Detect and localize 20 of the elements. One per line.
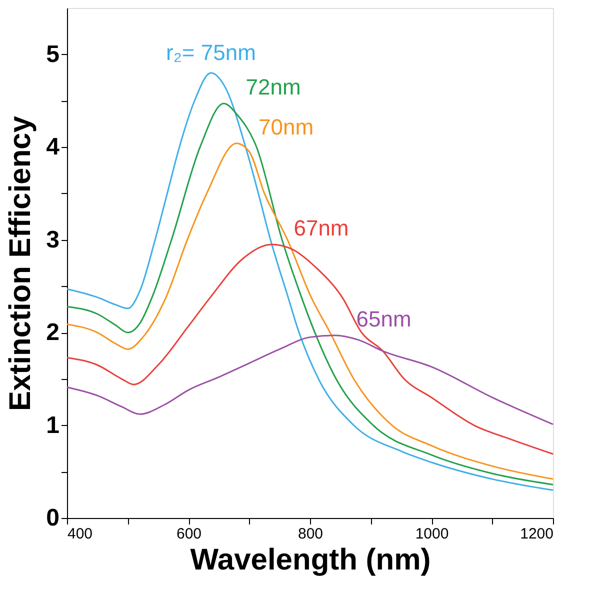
- x-tick-label: 1200: [520, 526, 554, 542]
- y-tick-label: 4: [46, 134, 60, 161]
- x-axis-title: Wavelength (nm): [190, 544, 431, 576]
- x-tick-label: 600: [176, 526, 202, 542]
- x-tick-label: 800: [298, 526, 324, 542]
- series-label: 72nm: [246, 74, 301, 100]
- y-tick-label: 3: [46, 226, 60, 254]
- y-tick-label: 0: [46, 504, 60, 532]
- line-series: [66, 334, 554, 426]
- y-tick-label: 2: [46, 319, 60, 346]
- series-label: r₂= 75nm: [166, 40, 256, 65]
- y-tick-label: 1: [46, 412, 60, 439]
- y-axis-title: Extinction Efficiency: [4, 116, 38, 412]
- series-label: 65nm: [356, 306, 412, 332]
- y-tick-label: 5: [46, 40, 60, 68]
- line-series: [66, 244, 554, 455]
- x-tick-label: 400: [68, 526, 93, 542]
- series-label: 70nm: [258, 114, 314, 140]
- series-label: 67nm: [294, 215, 349, 240]
- x-tick-label: 1000: [415, 526, 449, 542]
